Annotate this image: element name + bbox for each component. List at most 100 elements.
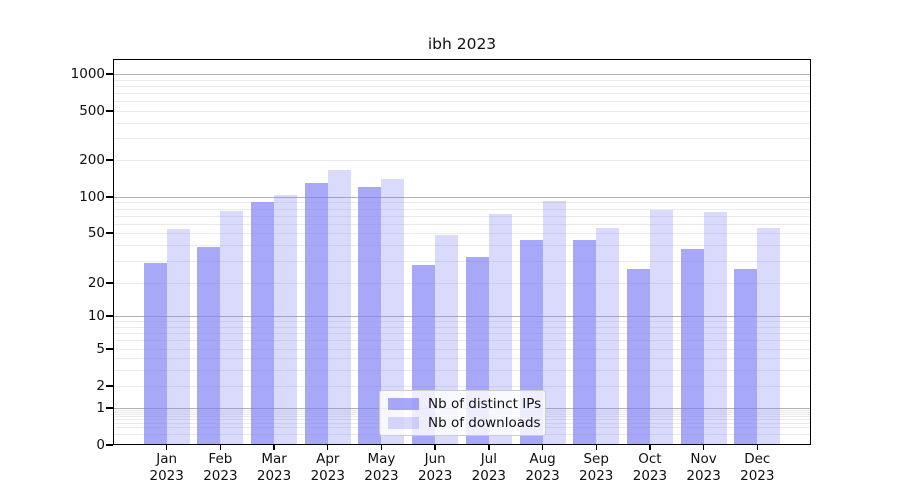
y-tick-mark	[106, 348, 113, 350]
y-tick-label: 0	[96, 437, 105, 453]
minor-gridline	[113, 208, 811, 210]
y-tick-label: 500	[79, 103, 105, 119]
plot-area	[113, 59, 811, 445]
x-tick-mark	[219, 445, 222, 450]
bar-downloads-jan	[166, 229, 190, 445]
y-tick-label: 10	[87, 308, 105, 324]
y-tick-label: 200	[79, 152, 105, 168]
legend: Nb of distinct IPs Nb of downloads	[379, 390, 546, 436]
bar-distinct-ips-sep	[573, 239, 597, 445]
bar-distinct-ips-mar	[251, 202, 275, 445]
minor-gridline	[113, 326, 811, 328]
x-tick-mark	[595, 445, 597, 450]
minor-gridline	[113, 122, 811, 124]
bar-downloads-apr	[327, 170, 351, 445]
y-tick-label: 2	[96, 378, 105, 394]
minor-gridline	[113, 332, 811, 334]
minor-gridline	[113, 85, 811, 87]
minor-gridline	[113, 79, 811, 81]
minor-gridline	[113, 260, 811, 262]
bar-downloads-feb	[220, 211, 244, 445]
x-tick-label: Dec 2023	[740, 451, 775, 484]
y-tick-label: 50	[87, 225, 105, 241]
y-tick-label: 5	[96, 341, 105, 357]
x-tick-mark	[702, 445, 705, 450]
x-tick-label: Apr 2023	[310, 451, 345, 484]
minor-gridline	[113, 386, 811, 387]
x-tick-mark	[273, 445, 275, 450]
minor-gridline	[113, 358, 811, 359]
bar-downloads-dec	[757, 228, 781, 445]
x-tick-label: May 2023	[364, 451, 399, 484]
y-tick-label: 100	[79, 189, 105, 205]
minor-gridline	[113, 202, 811, 204]
major-gridline	[113, 74, 811, 75]
bar-distinct-ips-apr	[304, 182, 328, 445]
major-gridline	[113, 197, 811, 198]
minor-gridline	[113, 340, 811, 342]
major-gridline	[113, 316, 811, 317]
bar-downloads-mar	[274, 195, 298, 445]
x-tick-mark	[649, 445, 651, 450]
bar-distinct-ips-jan	[143, 262, 167, 445]
x-tick-mark	[756, 445, 758, 450]
y-tick-mark	[106, 196, 113, 198]
bar-distinct-ips-oct	[626, 268, 650, 445]
y-tick-mark	[106, 282, 113, 284]
legend-item: Nb of distinct IPs	[388, 396, 541, 412]
x-tick-label: Feb 2023	[203, 451, 238, 484]
x-tick-label: Sep 2023	[579, 451, 614, 484]
minor-gridline	[113, 111, 811, 112]
x-tick-mark	[380, 445, 383, 450]
minor-gridline	[113, 283, 811, 284]
bar-downloads-may	[381, 179, 405, 445]
minor-gridline	[113, 223, 811, 225]
x-tick-label: Mar 2023	[256, 451, 292, 484]
bar-downloads-nov	[703, 211, 727, 445]
x-tick-label: Jul 2023	[471, 451, 507, 484]
minor-gridline	[113, 101, 811, 103]
y-tick-mark	[106, 232, 113, 234]
x-tick-mark	[488, 445, 490, 450]
x-tick-mark	[327, 445, 329, 450]
x-tick-label: Jun 2023	[417, 451, 453, 484]
x-tick-mark	[541, 445, 544, 450]
x-tick-label: Oct 2023	[632, 451, 668, 484]
bar-downloads-oct	[649, 209, 673, 445]
minor-gridline	[113, 160, 811, 161]
x-tick-label: Jan 2023	[149, 451, 184, 484]
y-tick-mark	[106, 407, 113, 409]
legend-label: Nb of distinct IPs	[428, 395, 542, 412]
y-tick-mark	[106, 73, 113, 75]
y-tick-mark	[106, 110, 113, 112]
minor-gridline	[113, 349, 811, 350]
minor-gridline	[113, 321, 811, 323]
legend-item: Nb of downloads	[388, 415, 541, 431]
y-tick-label: 20	[87, 275, 105, 291]
y-tick-mark	[106, 159, 113, 161]
bar-distinct-ips-dec	[734, 268, 758, 445]
x-tick-label: Nov 2023	[686, 451, 721, 484]
chart-title: ibh 2023	[427, 35, 497, 53]
minor-gridline	[113, 138, 811, 140]
bar-downloads-aug	[542, 200, 566, 445]
minor-gridline	[113, 245, 811, 247]
y-tick-mark	[106, 385, 113, 387]
bar-distinct-ips-may	[358, 186, 382, 445]
x-tick-label: Aug 2023	[525, 451, 560, 484]
y-tick-mark	[106, 444, 113, 446]
minor-gridline	[113, 233, 811, 234]
bar-downloads-jul	[488, 214, 512, 445]
minor-gridline	[113, 215, 811, 217]
minor-gridline	[113, 369, 811, 371]
bar-downloads-sep	[596, 228, 620, 445]
x-tick-mark	[434, 445, 436, 450]
bar-distinct-ips-nov	[680, 249, 704, 445]
bar-distinct-ips-feb	[197, 246, 221, 445]
legend-swatch-downloads	[388, 416, 419, 429]
y-tick-mark	[106, 315, 113, 317]
legend-label: Nb of downloads	[428, 414, 541, 431]
y-tick-label: 1000	[70, 66, 105, 82]
y-tick-label: 1	[96, 400, 105, 416]
